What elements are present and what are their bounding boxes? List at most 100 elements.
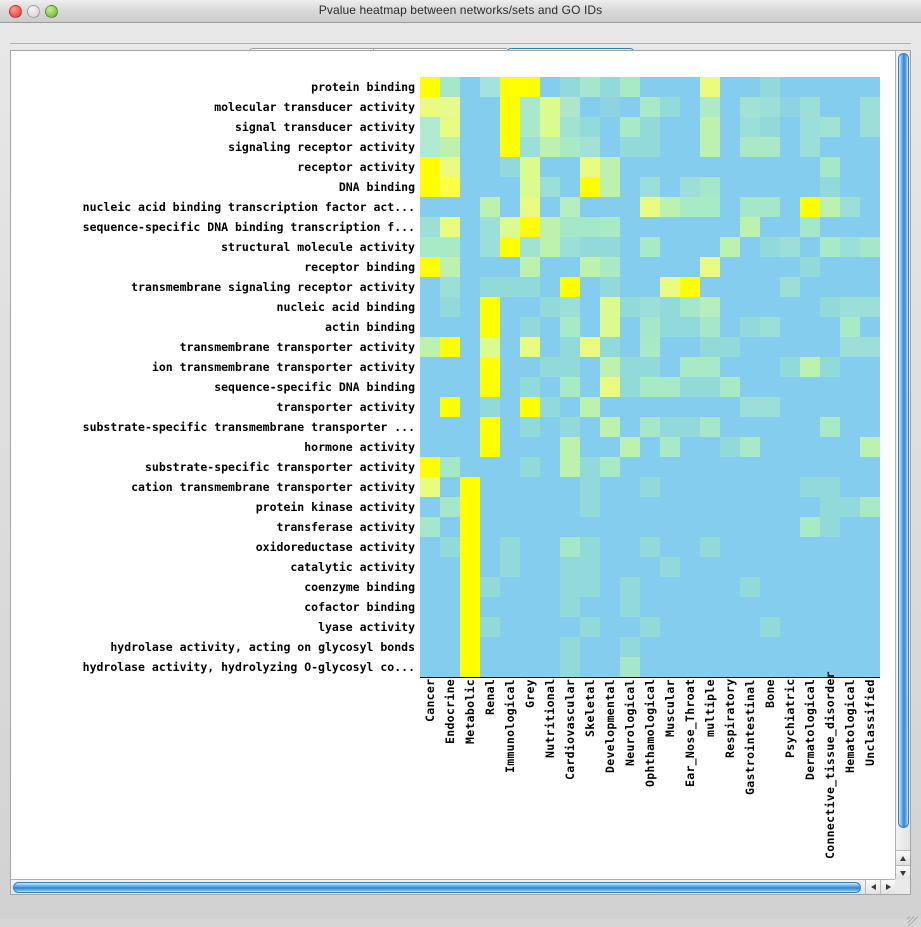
heatmap-cell[interactable] bbox=[600, 397, 620, 417]
heatmap-cell[interactable] bbox=[800, 417, 820, 437]
heatmap-cell[interactable] bbox=[580, 277, 600, 297]
heatmap-cell[interactable] bbox=[620, 97, 640, 117]
heatmap-cell[interactable] bbox=[480, 237, 500, 257]
heatmap-cell[interactable] bbox=[740, 377, 760, 397]
heatmap-cell[interactable] bbox=[840, 397, 860, 417]
heatmap-cell[interactable] bbox=[840, 177, 860, 197]
heatmap-cell[interactable] bbox=[780, 77, 800, 97]
heatmap-cell[interactable] bbox=[540, 317, 560, 337]
heatmap-cell[interactable] bbox=[520, 577, 540, 597]
heatmap-cell[interactable] bbox=[460, 517, 480, 537]
heatmap-cell[interactable] bbox=[800, 517, 820, 537]
heatmap-cell[interactable] bbox=[580, 637, 600, 657]
heatmap-cell[interactable] bbox=[680, 457, 700, 477]
heatmap-cell[interactable] bbox=[560, 637, 580, 657]
heatmap-cell[interactable] bbox=[700, 177, 720, 197]
heatmap-cell[interactable] bbox=[760, 477, 780, 497]
heatmap-cell[interactable] bbox=[500, 317, 520, 337]
heatmap-cell[interactable] bbox=[620, 217, 640, 237]
heatmap-cell[interactable] bbox=[660, 117, 680, 137]
heatmap-cell[interactable] bbox=[600, 477, 620, 497]
heatmap-cell[interactable] bbox=[640, 337, 660, 357]
heatmap-cell[interactable] bbox=[480, 357, 500, 377]
heatmap-cell[interactable] bbox=[440, 177, 460, 197]
heatmap-cell[interactable] bbox=[760, 397, 780, 417]
heatmap-cell[interactable] bbox=[500, 297, 520, 317]
heatmap-cell[interactable] bbox=[580, 397, 600, 417]
heatmap-cell[interactable] bbox=[700, 417, 720, 437]
heatmap-cell[interactable] bbox=[660, 137, 680, 157]
heatmap-cell[interactable] bbox=[460, 537, 480, 557]
heatmap-cell[interactable] bbox=[600, 437, 620, 457]
heatmap-cell[interactable] bbox=[800, 357, 820, 377]
heatmap-cell[interactable] bbox=[480, 257, 500, 277]
heatmap-cell[interactable] bbox=[820, 217, 840, 237]
heatmap-cell[interactable] bbox=[520, 357, 540, 377]
heatmap-cell[interactable] bbox=[620, 517, 640, 537]
heatmap-cell[interactable] bbox=[820, 537, 840, 557]
heatmap-cell[interactable] bbox=[480, 337, 500, 357]
heatmap-cell[interactable] bbox=[560, 77, 580, 97]
heatmap-cell[interactable] bbox=[860, 357, 880, 377]
heatmap-cell[interactable] bbox=[440, 437, 460, 457]
heatmap-cell[interactable] bbox=[500, 597, 520, 617]
vertical-scrollbar-thumb[interactable] bbox=[898, 53, 909, 828]
heatmap-cell[interactable] bbox=[620, 237, 640, 257]
heatmap-cell[interactable] bbox=[780, 637, 800, 657]
heatmap-cell[interactable] bbox=[640, 357, 660, 377]
heatmap-cell[interactable] bbox=[840, 417, 860, 437]
heatmap-cell[interactable] bbox=[480, 537, 500, 557]
heatmap-cell[interactable] bbox=[860, 177, 880, 197]
heatmap-cell[interactable] bbox=[560, 337, 580, 357]
heatmap-cell[interactable] bbox=[660, 217, 680, 237]
heatmap-cell[interactable] bbox=[780, 657, 800, 677]
heatmap-cell[interactable] bbox=[780, 417, 800, 437]
heatmap-cell[interactable] bbox=[860, 397, 880, 417]
heatmap-cell[interactable] bbox=[680, 337, 700, 357]
heatmap-cell[interactable] bbox=[420, 337, 440, 357]
heatmap-cell[interactable] bbox=[800, 577, 820, 597]
heatmap-cell[interactable] bbox=[620, 597, 640, 617]
heatmap-cell[interactable] bbox=[620, 457, 640, 477]
heatmap-cell[interactable] bbox=[660, 237, 680, 257]
heatmap-cell[interactable] bbox=[760, 177, 780, 197]
heatmap-cell[interactable] bbox=[520, 97, 540, 117]
heatmap-cell[interactable] bbox=[640, 277, 660, 297]
heatmap-cell[interactable] bbox=[480, 397, 500, 417]
heatmap-cell[interactable] bbox=[500, 357, 520, 377]
heatmap-cell[interactable] bbox=[800, 377, 820, 397]
heatmap-cell[interactable] bbox=[600, 517, 620, 537]
heatmap-cell[interactable] bbox=[520, 137, 540, 157]
heatmap-cell[interactable] bbox=[500, 397, 520, 417]
heatmap-cell[interactable] bbox=[860, 377, 880, 397]
heatmap-cell[interactable] bbox=[460, 357, 480, 377]
heatmap-cell[interactable] bbox=[620, 437, 640, 457]
heatmap-cell[interactable] bbox=[520, 557, 540, 577]
heatmap-cell[interactable] bbox=[420, 357, 440, 377]
heatmap-cell[interactable] bbox=[760, 297, 780, 317]
heatmap-cell[interactable] bbox=[580, 257, 600, 277]
heatmap-cell[interactable] bbox=[500, 377, 520, 397]
heatmap-cell[interactable] bbox=[860, 577, 880, 597]
heatmap-cell[interactable] bbox=[720, 317, 740, 337]
heatmap-cell[interactable] bbox=[720, 337, 740, 357]
heatmap-cell[interactable] bbox=[680, 97, 700, 117]
heatmap-cell[interactable] bbox=[800, 637, 820, 657]
heatmap-cell[interactable] bbox=[760, 137, 780, 157]
heatmap-cell[interactable] bbox=[560, 137, 580, 157]
heatmap-cell[interactable] bbox=[700, 657, 720, 677]
heatmap-cell[interactable] bbox=[480, 557, 500, 577]
heatmap-cell[interactable] bbox=[660, 497, 680, 517]
heatmap-cell[interactable] bbox=[740, 617, 760, 637]
heatmap-cell[interactable] bbox=[800, 657, 820, 677]
heatmap-cell[interactable] bbox=[820, 417, 840, 437]
heatmap-cell[interactable] bbox=[740, 457, 760, 477]
heatmap-cell[interactable] bbox=[700, 357, 720, 377]
heatmap-cell[interactable] bbox=[600, 557, 620, 577]
heatmap-cell[interactable] bbox=[660, 657, 680, 677]
heatmap-cell[interactable] bbox=[860, 517, 880, 537]
heatmap-cell[interactable] bbox=[620, 397, 640, 417]
heatmap-cell[interactable] bbox=[540, 657, 560, 677]
heatmap-cell[interactable] bbox=[540, 217, 560, 237]
heatmap-cell[interactable] bbox=[820, 137, 840, 157]
